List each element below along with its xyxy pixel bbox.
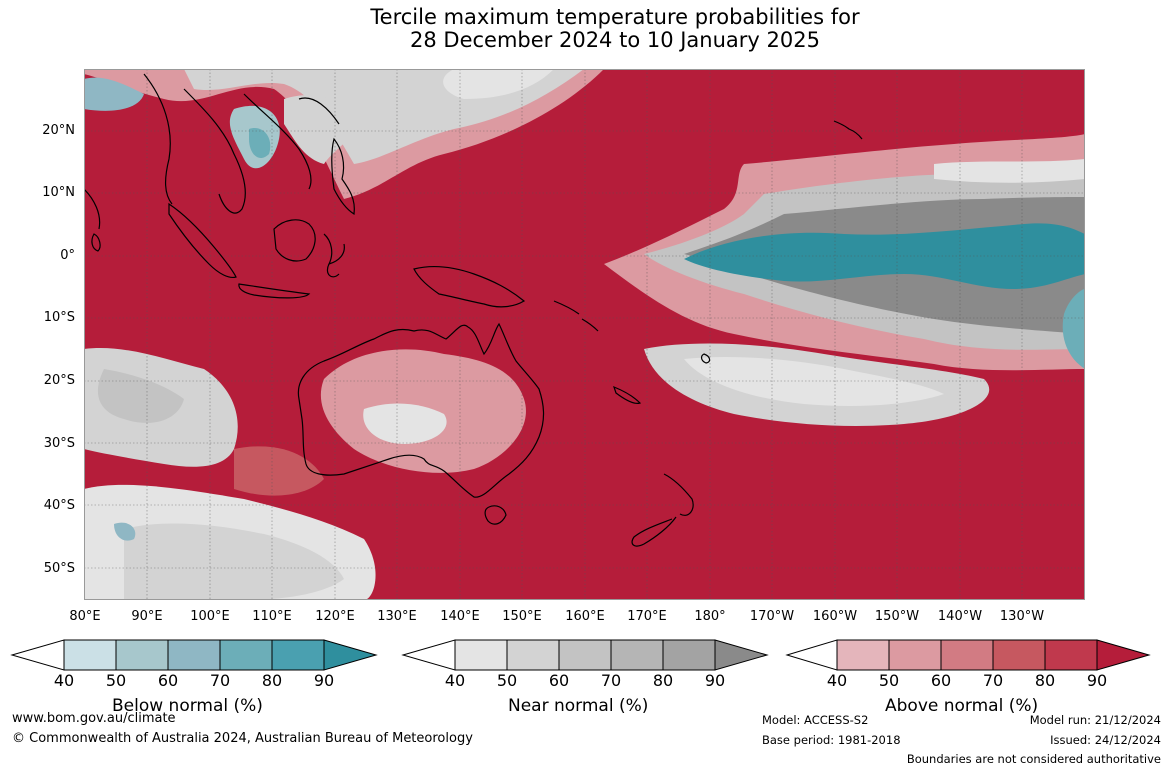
graticule	[84, 69, 1085, 600]
near-50-60-swatch	[506, 639, 560, 671]
lon-label-100e: 100°E	[190, 609, 230, 624]
lon-label-140e: 140°E	[440, 609, 480, 624]
below-90-equatorial	[684, 223, 1085, 289]
map-title-line1: Tercile maximum temperature probabilitie…	[370, 5, 860, 29]
above-40-50-swatch	[836, 639, 890, 671]
lon-label-140w: 140°W	[937, 609, 983, 624]
below-under-40-swatch	[10, 639, 65, 671]
new-zealand-coastline	[631, 473, 694, 547]
borneo-coastline	[273, 219, 316, 262]
above-80-90-swatch	[1044, 639, 1098, 671]
near-over-90-swatch	[714, 639, 769, 671]
below-tick-80: 80	[261, 671, 283, 690]
near-40-50-swatch	[454, 639, 508, 671]
above-tick-80: 80	[1034, 671, 1056, 690]
lon-label-170w: 170°W	[749, 609, 795, 624]
solomon-coastline	[553, 300, 599, 332]
footer-model-run: Model run: 21/12/2024	[1029, 713, 1161, 727]
above-70-80-swatch	[992, 639, 1046, 671]
fiji-coastline	[700, 353, 711, 364]
below-tick-60: 60	[157, 671, 179, 690]
above-under-40-swatch	[785, 639, 838, 671]
near-tick-80: 80	[652, 671, 674, 690]
below-50-60-swatch	[115, 639, 169, 671]
sri-lanka-coastline	[91, 233, 101, 252]
below-80-90-swatch	[271, 639, 325, 671]
lon-label-90e: 90°E	[131, 609, 163, 624]
footer-model: Model: ACCESS-S2	[762, 713, 869, 727]
lon-label-160w: 160°W	[812, 609, 858, 624]
new-guinea-coastline	[413, 265, 526, 308]
near-tick-40: 40	[444, 671, 466, 690]
india-tip-coastline	[84, 188, 101, 230]
lat-label-50s: 50°S	[43, 561, 75, 576]
below-over-90-swatch	[323, 639, 378, 671]
below-70-80-swatch	[219, 639, 273, 671]
above-tick-60: 60	[930, 671, 952, 690]
footer-base-period: Base period: 1981-2018	[762, 733, 901, 747]
asia-mainland-coastline	[143, 73, 340, 214]
near-normal-title: Near normal (%)	[508, 696, 649, 716]
tasmania-coastline	[484, 505, 507, 525]
footer-issued: Issued: 24/12/2024	[1050, 733, 1161, 747]
lon-label-130e: 130°E	[377, 609, 417, 624]
lat-label-20s: 20°S	[43, 373, 75, 388]
lon-label-130w: 130°W	[999, 609, 1045, 624]
lon-label-170e: 170°E	[627, 609, 667, 624]
above-60-70-swatch	[940, 639, 994, 671]
hawaii-coastline	[833, 120, 863, 140]
lon-label-150e: 150°E	[502, 609, 542, 624]
near-60-70-swatch	[558, 639, 612, 671]
near-under-40-swatch	[401, 639, 456, 671]
probability-map	[84, 69, 1085, 600]
above-tick-40: 40	[826, 671, 848, 690]
near-tick-70: 70	[600, 671, 622, 690]
lon-label-120e: 120°E	[315, 609, 355, 624]
lon-label-110e: 110°E	[252, 609, 292, 624]
footer-copyright: © Commonwealth of Australia 2024, Austra…	[12, 731, 473, 746]
lon-label-80e: 80°E	[69, 609, 101, 624]
lat-label-0: 0°	[60, 248, 75, 263]
above-over-90-swatch	[1096, 639, 1151, 671]
sulawesi-coastline	[323, 233, 345, 278]
map-title-line2: 28 December 2024 to 10 January 2025	[410, 28, 820, 52]
near-tick-50: 50	[496, 671, 518, 690]
coastlines	[84, 73, 863, 547]
below-tick-40: 40	[53, 671, 75, 690]
above-tick-90: 90	[1086, 671, 1108, 690]
footer-boundaries: Boundaries are not considered authoritat…	[906, 752, 1161, 766]
colorbar-near-normal	[401, 639, 769, 671]
lat-label-10n: 10°N	[42, 185, 75, 200]
philippines-coastline	[331, 137, 355, 216]
above-tick-50: 50	[878, 671, 900, 690]
lon-label-150w: 150°W	[874, 609, 920, 624]
above-normal-title: Above normal (%)	[885, 696, 1039, 716]
below-northwest	[84, 77, 144, 111]
lat-label-20n: 20°N	[42, 123, 75, 138]
java-coastline	[238, 283, 311, 299]
below-60-70-swatch	[167, 639, 221, 671]
footer-url: www.bom.gov.au/climate	[12, 711, 176, 726]
sumatra-coastline	[168, 202, 237, 279]
lat-label-10s: 10°S	[43, 310, 75, 325]
australia-coastline	[297, 322, 545, 498]
lon-label-160e: 160°E	[565, 609, 605, 624]
below-40-50-swatch	[63, 639, 117, 671]
new-caledonia-coastline	[613, 385, 642, 404]
below-tick-90: 90	[313, 671, 335, 690]
near-tick-90: 90	[704, 671, 726, 690]
below-tick-50: 50	[105, 671, 127, 690]
above-tick-70: 70	[982, 671, 1004, 690]
below-normal-title: Below normal (%)	[112, 696, 263, 716]
near-tick-60: 60	[548, 671, 570, 690]
near-80-90-swatch	[662, 639, 716, 671]
lat-label-30s: 30°S	[43, 436, 75, 451]
colorbar-above-normal	[785, 639, 1151, 671]
lon-label-180: 180°	[694, 609, 726, 624]
lat-label-40s: 40°S	[43, 498, 75, 513]
near-70-80-swatch	[610, 639, 664, 671]
colorbar-below-normal	[10, 639, 378, 671]
below-tick-70: 70	[209, 671, 231, 690]
above-50-60-swatch	[888, 639, 942, 671]
